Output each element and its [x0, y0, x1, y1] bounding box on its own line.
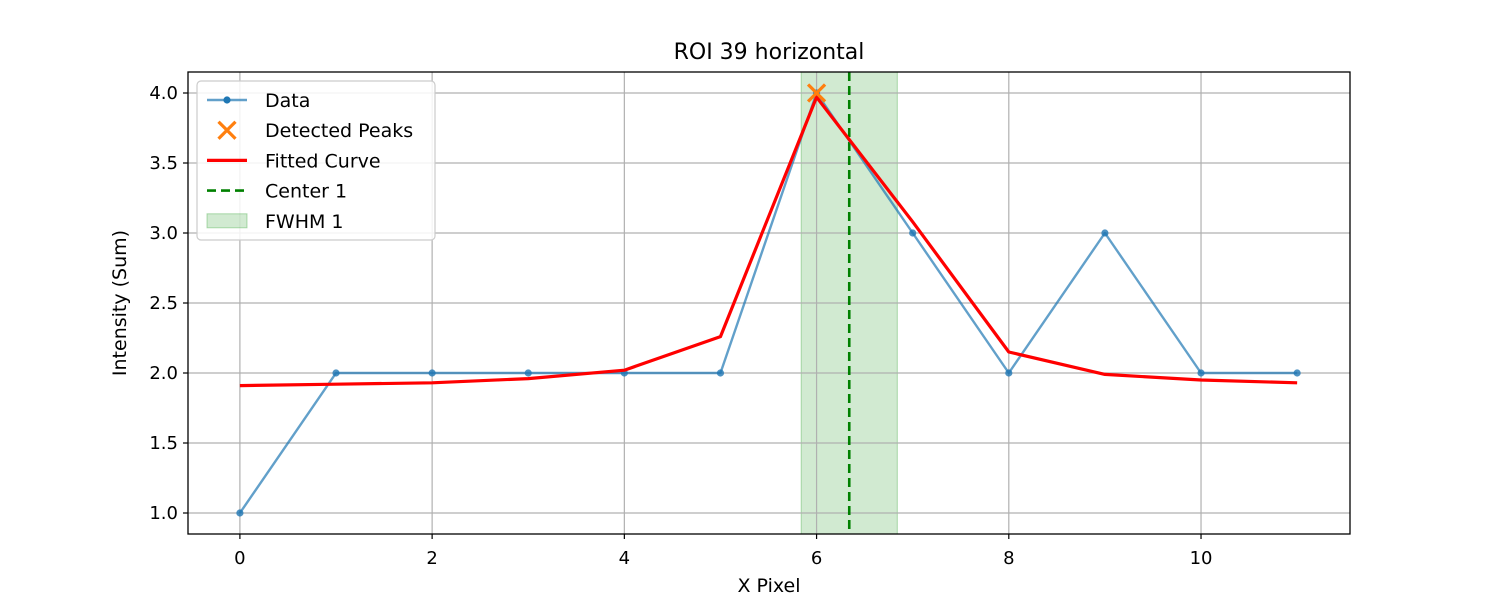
- data-point: [1293, 369, 1301, 377]
- legend-box: [196, 80, 436, 241]
- peaks-layer: [806, 83, 827, 103]
- data-point: [909, 229, 917, 237]
- series-layer: [236, 89, 1301, 517]
- y-tick-label: 2.5: [149, 293, 178, 314]
- data-point: [236, 509, 244, 517]
- legend-label-fwhm: FWHM 1: [265, 211, 344, 233]
- data-point: [332, 369, 340, 377]
- legend-fwhm-patch: [206, 213, 248, 229]
- x-tick-label: 8: [1003, 548, 1014, 569]
- y-tick-label: 3.5: [149, 153, 178, 174]
- data-series-line: [238, 91, 1298, 514]
- x-tick-label: 4: [619, 548, 630, 569]
- legend-label-peaks: Detected Peaks: [265, 120, 413, 142]
- data-point: [524, 369, 532, 377]
- legend-label-center: Center 1: [265, 181, 347, 203]
- y-tick-label: 4.0: [149, 83, 178, 104]
- peak-marker-stroke: [806, 83, 827, 103]
- data-point: [1197, 369, 1205, 377]
- legend-data-marker: [223, 96, 231, 104]
- x-tick-label: 2: [426, 548, 437, 569]
- chart-title: ROI 39 horizontal: [674, 40, 865, 65]
- peak-marker: [806, 83, 827, 103]
- x-axis-label: X Pixel: [737, 575, 800, 597]
- data-point: [1101, 229, 1109, 237]
- y-tick-label: 1.0: [149, 503, 178, 524]
- ticks-layer: 0 2 4 6 8 10 1.0 1.5 2.0 2.5 3.0 3.5 4.0: [149, 83, 1212, 569]
- x-tick-label: 0: [234, 548, 245, 569]
- legend-label-fitted: Fitted Curve: [265, 150, 381, 172]
- data-point: [716, 369, 725, 377]
- y-tick-label: 3.0: [149, 223, 178, 244]
- legend-label-data: Data: [265, 90, 310, 112]
- y-axis-label: Intensity (Sum): [109, 230, 131, 376]
- y-tick-label: 2.0: [149, 363, 178, 384]
- y-tick-label: 1.5: [149, 433, 178, 454]
- legend-peak-marker: [217, 120, 237, 140]
- x-tick-label: 6: [811, 548, 822, 569]
- data-point: [428, 369, 436, 377]
- fitted-curve-line: [239, 95, 1298, 388]
- x-tick-label: 10: [1190, 548, 1213, 569]
- legend: Data Detected Peaks Fitted Curve Center 1 FW…: [196, 80, 436, 241]
- data-point: [1005, 369, 1013, 377]
